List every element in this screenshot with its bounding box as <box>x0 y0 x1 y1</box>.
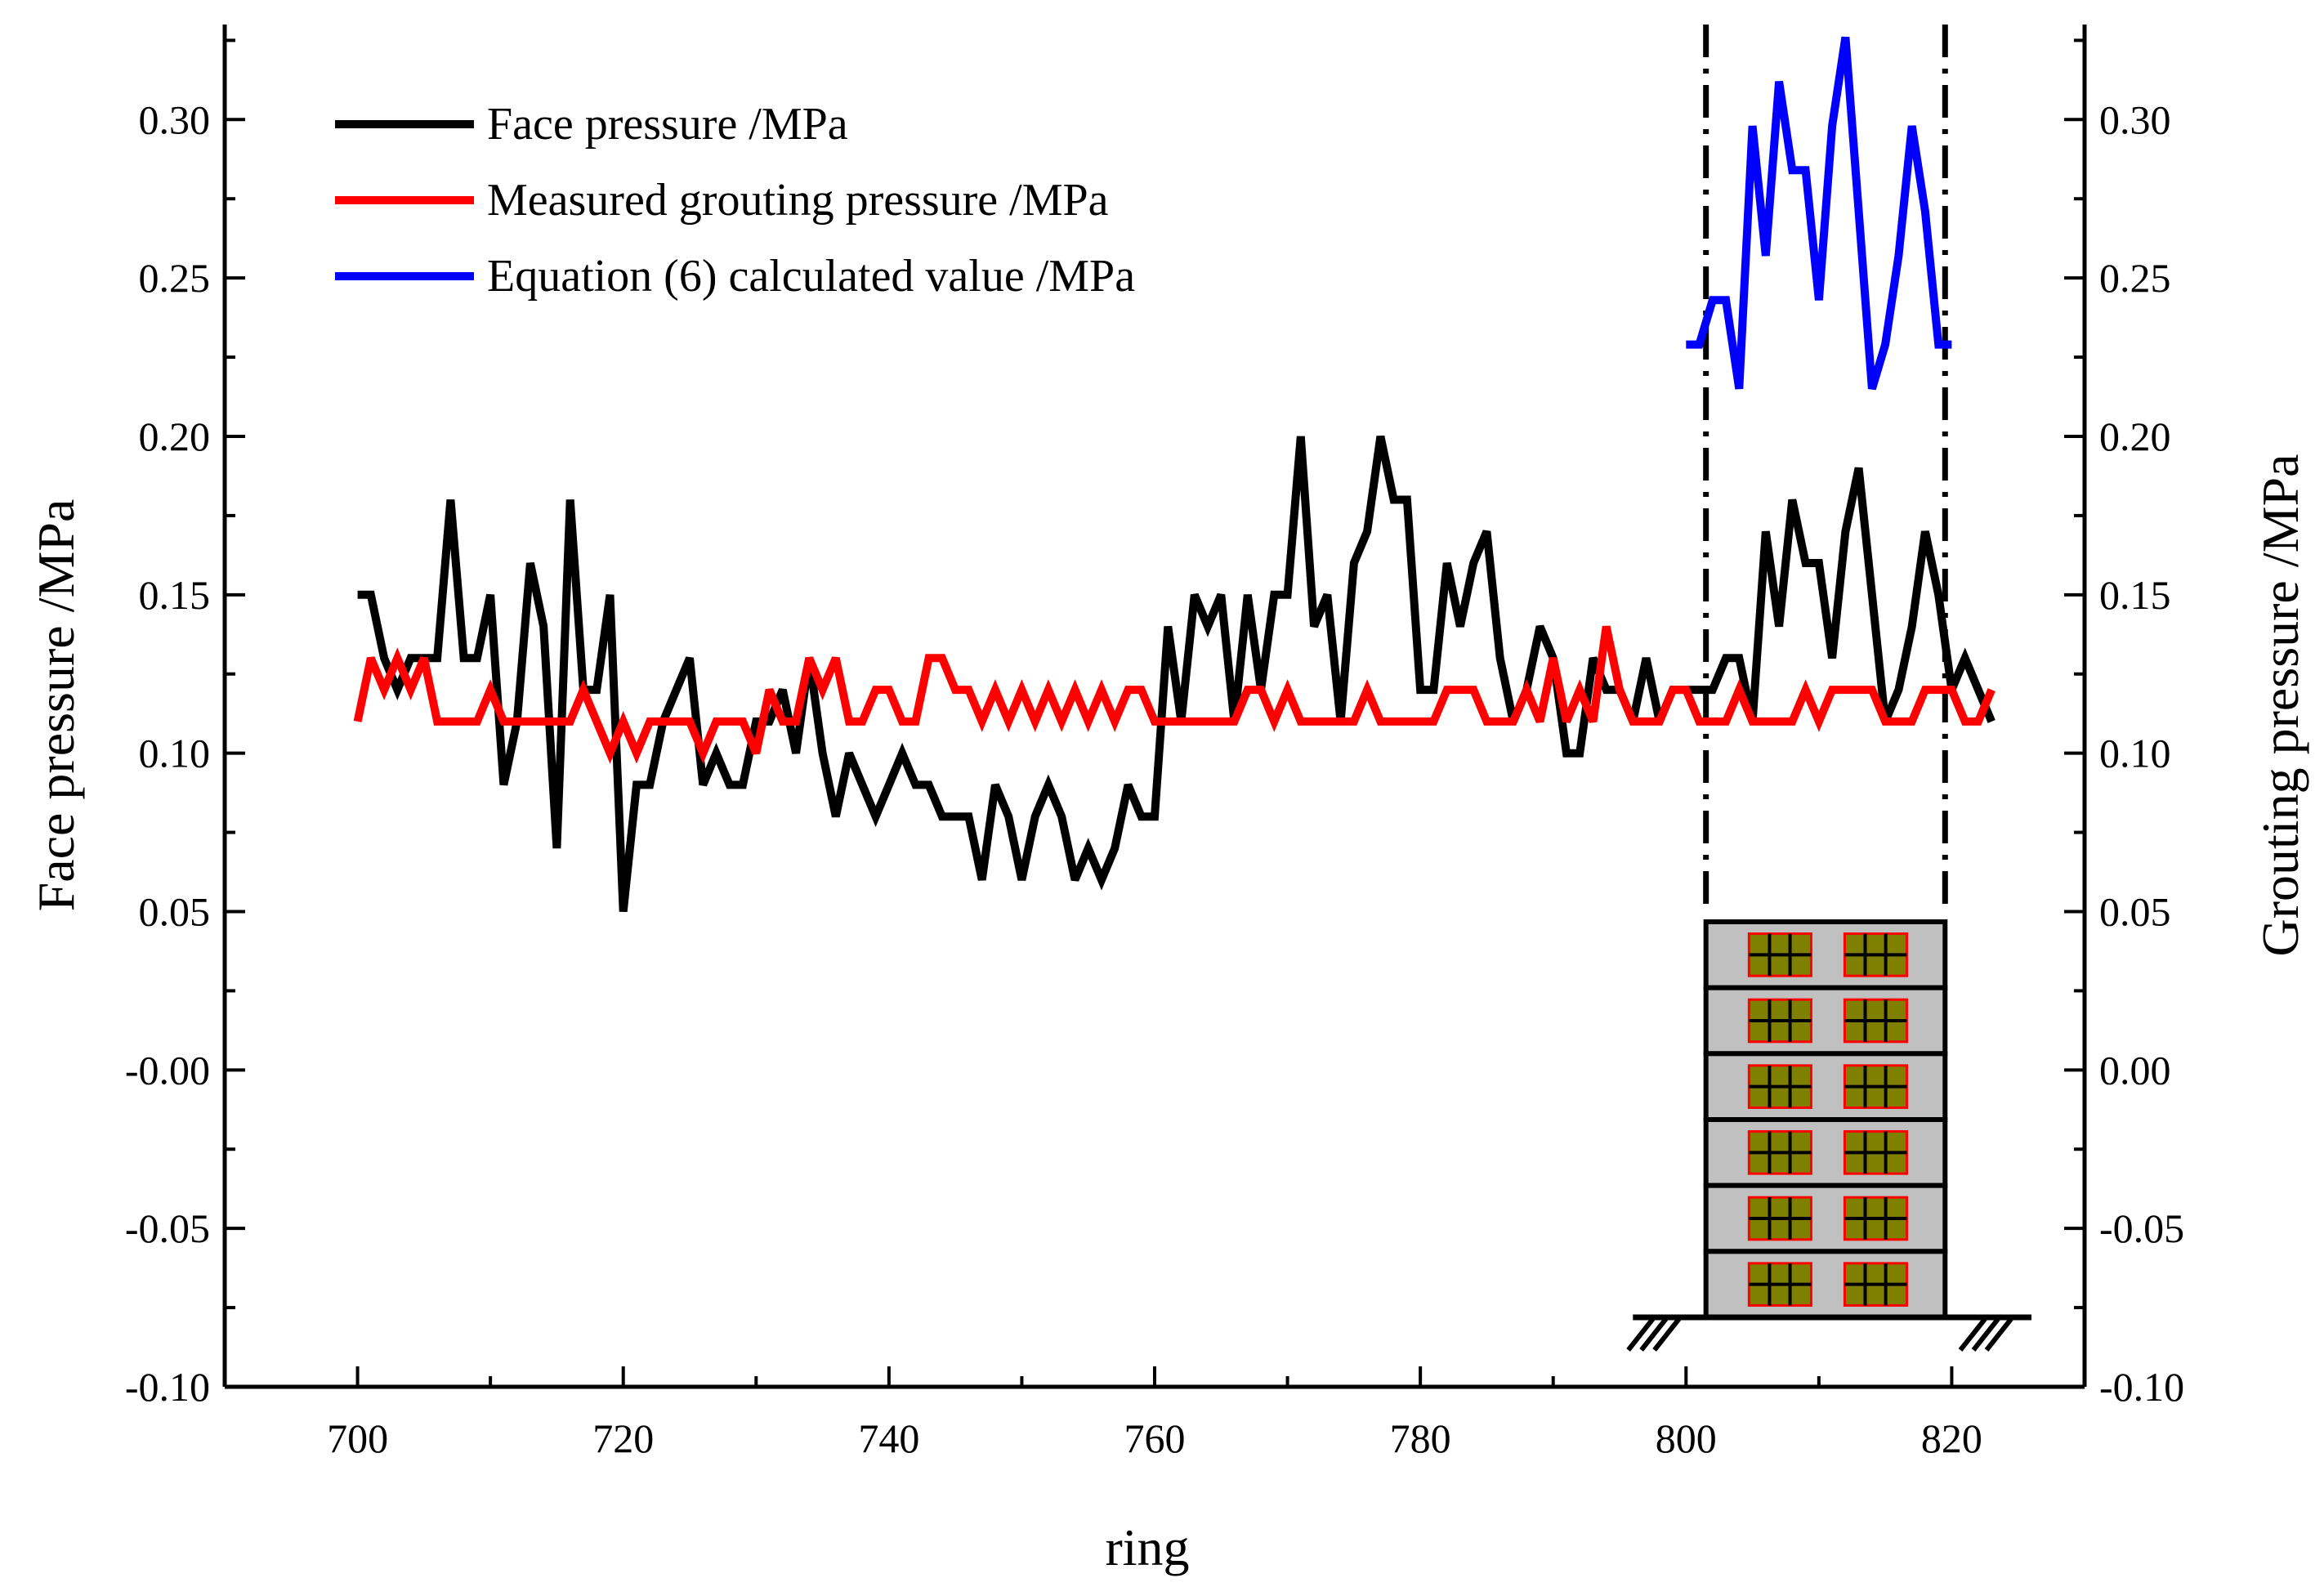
ground-hatch <box>1639 1317 1668 1352</box>
series-line-face-pressure <box>357 435 1996 913</box>
y-tick-label-left: 0.10 <box>139 731 211 776</box>
x-tick-label: 820 <box>1921 1415 1982 1461</box>
y-tick-label-right: 0.05 <box>2099 888 2171 934</box>
y-tick-label-left: 0.05 <box>139 888 211 934</box>
y-tick-label-left: 0.30 <box>139 96 211 142</box>
building-floor <box>1703 1051 1948 1123</box>
x-tick-label: 800 <box>1656 1415 1717 1461</box>
legend-label-face-pressure: Face pressure /MPa <box>487 99 848 150</box>
y-axis-title-left: Face pressure /MPa <box>27 499 85 912</box>
building-illustration <box>1626 919 2031 1352</box>
series-layer <box>353 36 1996 913</box>
y-tick-label-left: 0.20 <box>139 414 211 459</box>
x-tick-label: 700 <box>327 1415 388 1461</box>
legend: Face pressure /MPa Measured grouting pre… <box>335 99 1135 302</box>
ground-hatch <box>1652 1317 1681 1352</box>
y-tick-label-right: 0.00 <box>2099 1047 2171 1093</box>
legend-label-grouting-pressure: Measured grouting pressure /MPa <box>487 175 1109 226</box>
x-tick-label: 780 <box>1390 1415 1451 1461</box>
building-floor <box>1703 1249 1948 1321</box>
y-axis-title-right: Grouting pressure /MPa <box>2251 454 2309 956</box>
building-floor <box>1703 985 1948 1057</box>
y-tick-label-left: 0.25 <box>139 255 211 301</box>
x-tick-label: 720 <box>592 1415 654 1461</box>
y-tick-label-left: 0.15 <box>139 572 211 618</box>
y-tick-label-right: 0.20 <box>2099 414 2171 459</box>
y-tick-label-right: 0.30 <box>2099 96 2171 142</box>
x-axis-title: ring <box>1105 1518 1189 1576</box>
x-tick-label: 740 <box>858 1415 919 1461</box>
ground-hatch <box>1958 1317 1987 1352</box>
x-tick-label: 760 <box>1124 1415 1186 1461</box>
y-tick-label-right: 0.10 <box>2099 731 2171 776</box>
y-tick-label-left: -0.10 <box>125 1364 210 1410</box>
vertical-markers <box>1703 25 1948 911</box>
y-tick-label-right: -0.05 <box>2099 1205 2184 1251</box>
ground-hatch <box>1626 1317 1655 1352</box>
y-tick-label-right: -0.10 <box>2099 1364 2184 1410</box>
y-tick-label-left: -0.05 <box>125 1205 210 1251</box>
legend-label-equation-6: Equation (6) calculated value /MPa <box>487 251 1135 302</box>
series-line-equation-6 <box>1686 36 1952 391</box>
building-floor <box>1703 1182 1948 1254</box>
tick-layer: 700 720 740 760 780 800 820 -0.10 -0.10 -0.05 -0.0… <box>125 38 2184 1461</box>
ground-hatch <box>1984 1317 2013 1352</box>
y-tick-label-left: -0.00 <box>125 1047 210 1093</box>
series-line-grouting-pressure <box>353 625 1996 764</box>
y-tick-label-right: 0.15 <box>2099 572 2171 618</box>
ground-hatch <box>1971 1317 2000 1352</box>
y-tick-label-right: 0.25 <box>2099 255 2171 301</box>
building-floor <box>1703 1117 1948 1188</box>
building-floor <box>1703 919 1948 990</box>
